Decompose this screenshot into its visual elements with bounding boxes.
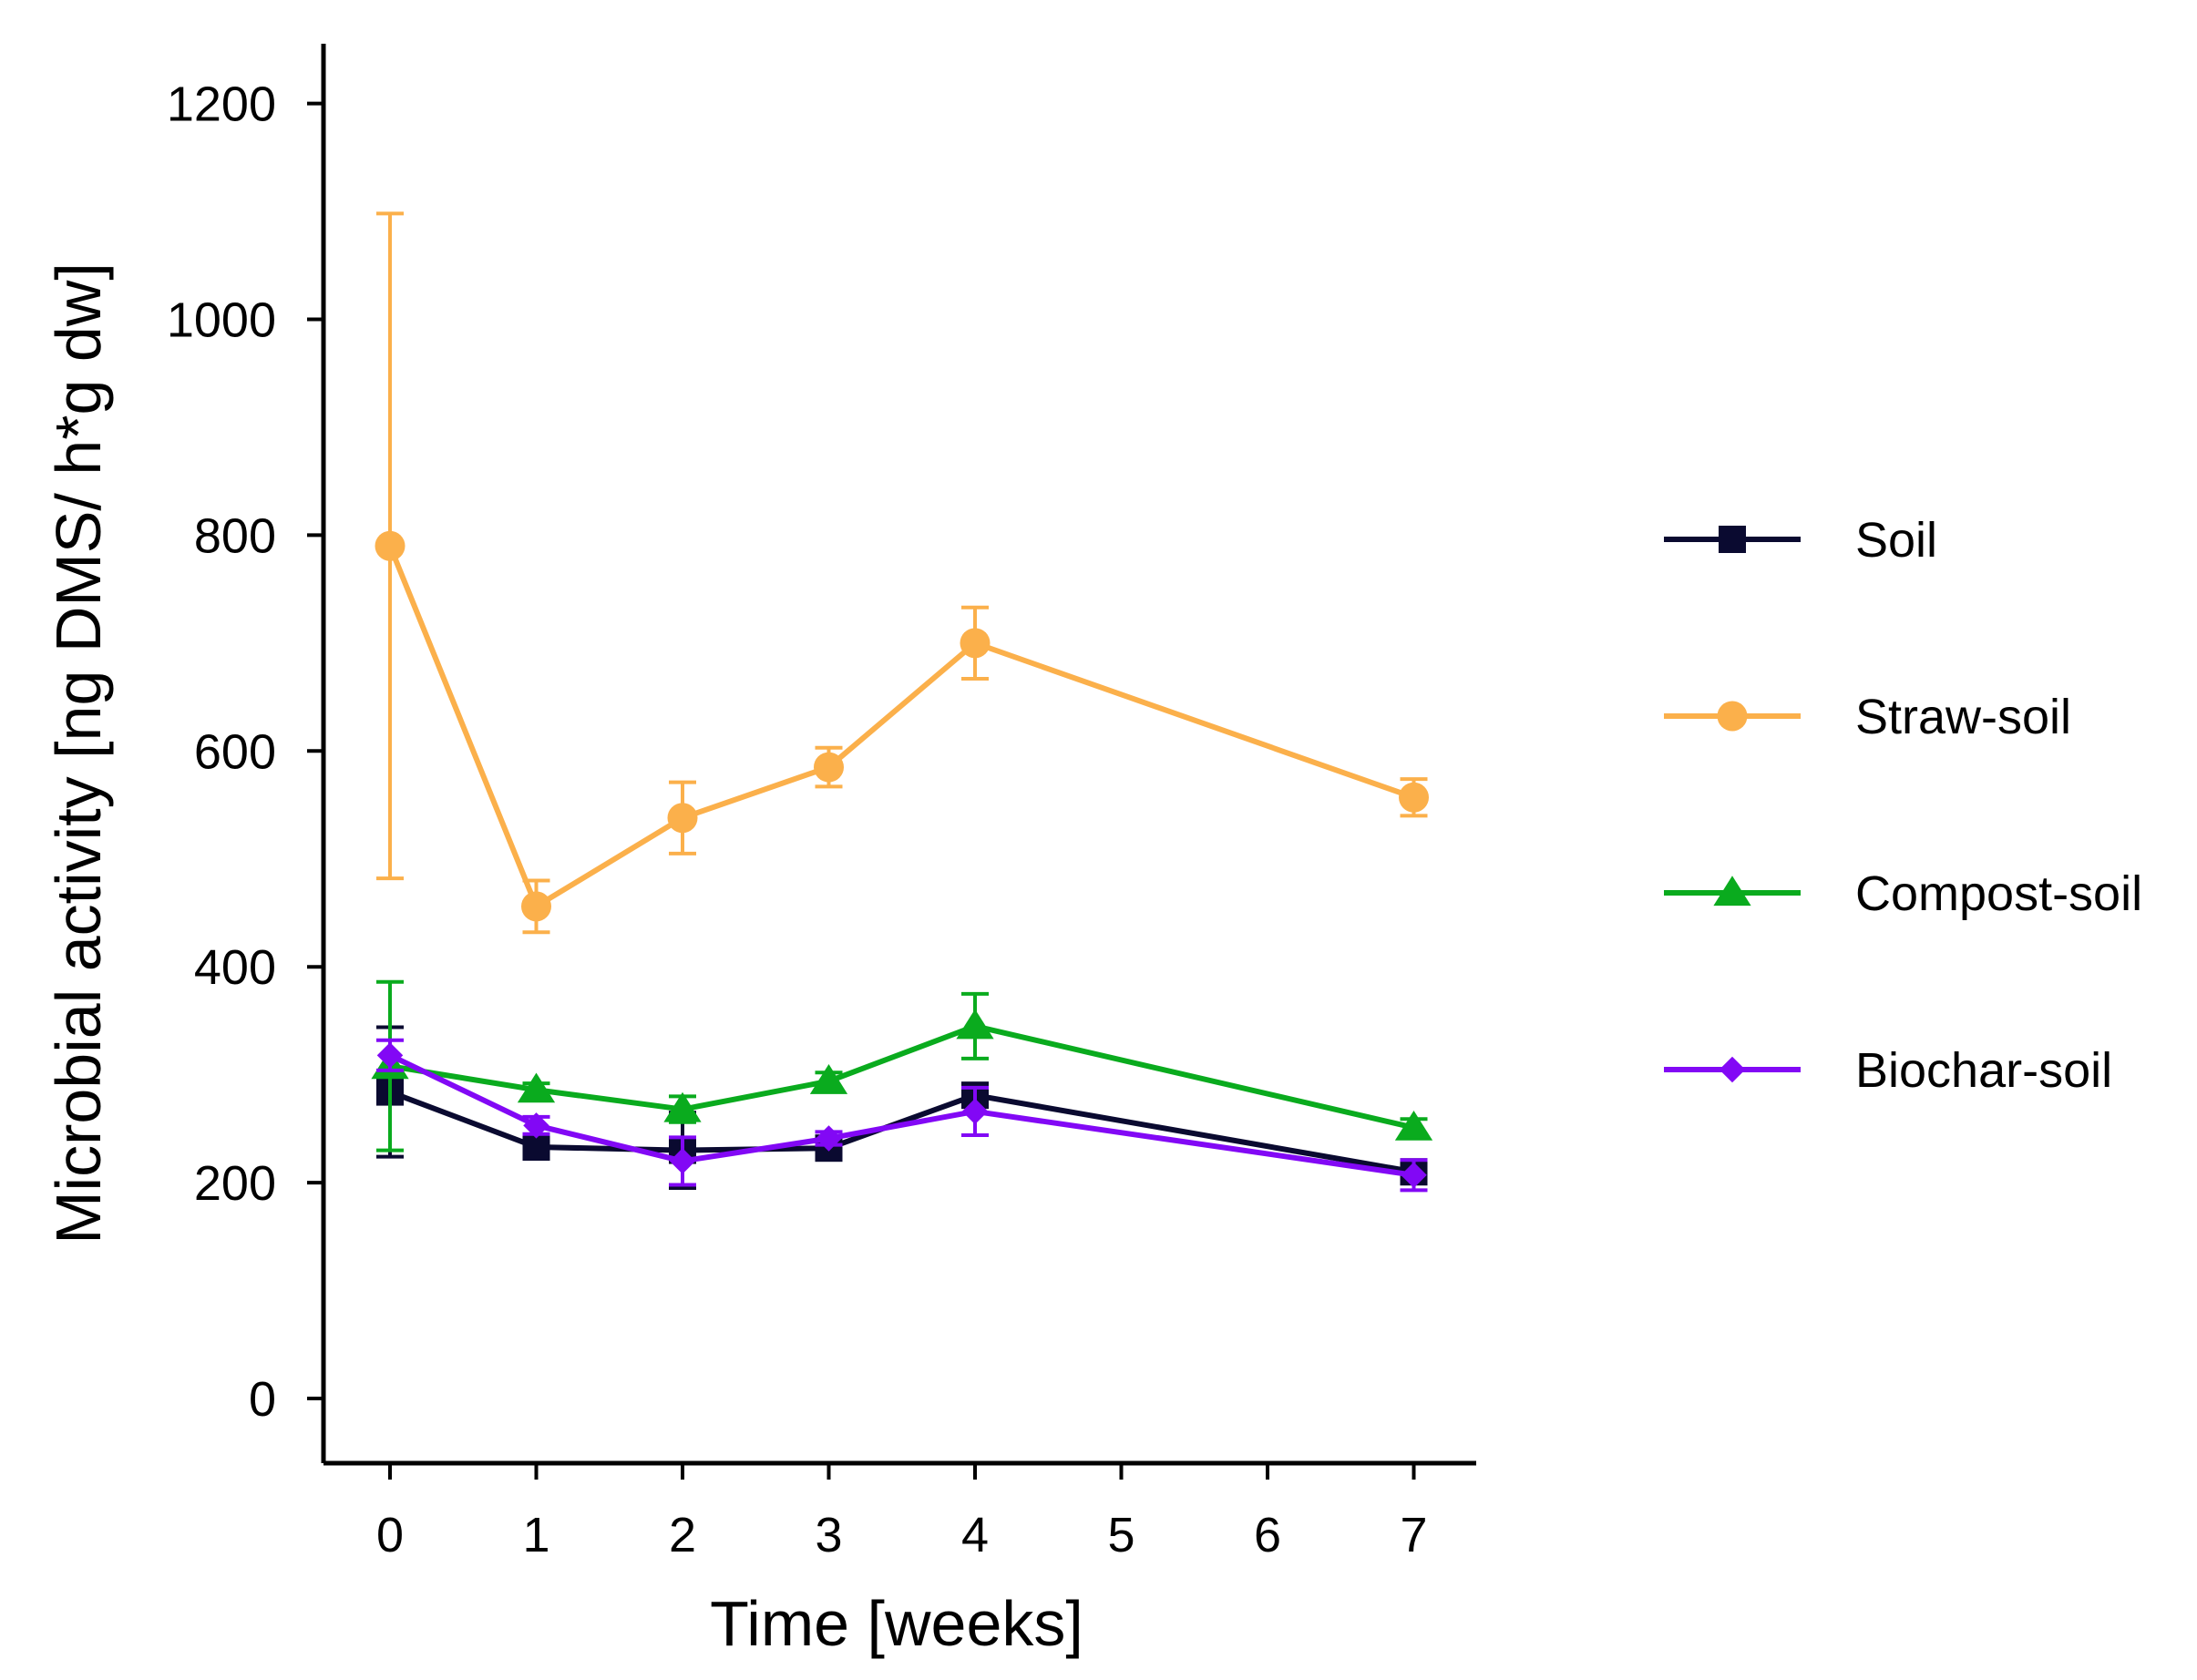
x-tick-label: 2 [669, 1508, 696, 1562]
x-tick-label: 5 [1107, 1508, 1134, 1562]
legend-label: Biochar-soil [1855, 1043, 2112, 1098]
legend: Soil Straw-soil Compost-soil Biochar-soil [1664, 513, 2142, 1098]
data-point-triangle [1713, 876, 1751, 907]
y-tick-label: 800 [194, 508, 276, 563]
x-axis-title: Time [weeks] [710, 1588, 1083, 1659]
data-point-diamond [1719, 1056, 1746, 1083]
data-point-diamond [669, 1148, 696, 1174]
legend-item-soil: Soil [1664, 513, 1937, 568]
data-point-diamond [376, 1042, 404, 1069]
data-point-triangle [517, 1072, 556, 1103]
x-tick-label: 0 [376, 1508, 404, 1562]
plot-area [371, 211, 1433, 1193]
y-tick-label: 0 [249, 1372, 276, 1427]
data-point-circle [667, 803, 698, 834]
legend-item-compost-soil: Compost-soil [1664, 866, 2142, 921]
x-tick-label: 1 [522, 1508, 549, 1562]
data-point-diamond [1401, 1162, 1427, 1189]
data-point-square [1719, 526, 1746, 553]
data-point-triangle [1394, 1110, 1433, 1141]
data-point-triangle [956, 1009, 994, 1040]
data-point-circle [1399, 782, 1429, 813]
data-point-triangle [809, 1064, 848, 1094]
legend-item-straw-soil: Straw-soil [1664, 690, 2071, 744]
y-tick-label: 1200 [167, 77, 276, 132]
y-tick-label: 600 [194, 724, 276, 779]
y-ticks: 0 200 400 600 800 1000 1200 [167, 77, 323, 1427]
legend-label: Soil [1855, 513, 1937, 568]
data-point-circle [814, 752, 844, 783]
data-point-diamond [961, 1098, 989, 1125]
x-tick-label: 4 [961, 1508, 989, 1562]
series-straw-soil [375, 211, 1429, 935]
x-tick-label: 6 [1254, 1508, 1281, 1562]
series-biochar-soil [376, 1038, 1428, 1193]
legend-label: Compost-soil [1855, 866, 2142, 921]
data-point-triangle [663, 1091, 702, 1122]
data-point-circle [521, 891, 551, 922]
data-point-circle [960, 628, 991, 659]
axes [321, 44, 1476, 1466]
data-point-circle [1717, 701, 1748, 732]
legend-item-biochar-soil: Biochar-soil [1664, 1043, 2112, 1098]
y-tick-label: 1000 [167, 293, 276, 348]
series-line [388, 1052, 1414, 1178]
y-axis-title: Microbial activity [ng DMS/ h*g dw] [43, 262, 114, 1245]
data-point-diamond [816, 1125, 842, 1152]
series-line [387, 545, 1415, 909]
y-tick-label: 400 [194, 940, 276, 995]
x-tick-label: 7 [1400, 1508, 1427, 1562]
series-line [389, 1023, 1415, 1131]
data-point-diamond [523, 1112, 549, 1139]
y-tick-label: 200 [194, 1156, 276, 1211]
x-ticks: 0 1 2 3 4 5 6 7 [376, 1463, 1428, 1562]
data-point-circle [375, 530, 406, 561]
legend-label: Straw-soil [1855, 690, 2071, 744]
x-tick-label: 3 [815, 1508, 842, 1562]
